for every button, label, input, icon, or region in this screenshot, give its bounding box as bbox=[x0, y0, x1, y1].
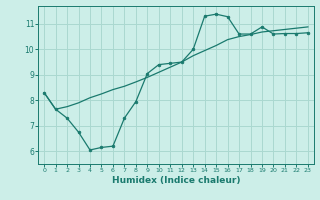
X-axis label: Humidex (Indice chaleur): Humidex (Indice chaleur) bbox=[112, 176, 240, 185]
